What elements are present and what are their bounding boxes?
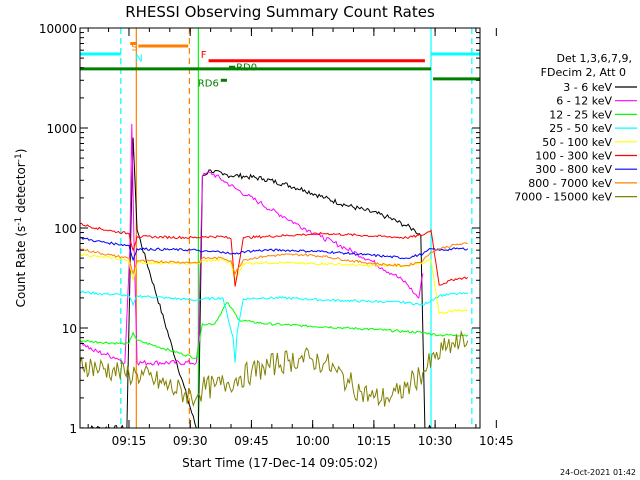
x-axis: 09:15 09:30 09:45 10:00 10:15 10:30 10:45	[87, 28, 514, 448]
x-tick-label: 09:15	[112, 434, 147, 448]
legend-entry-label: 800 - 7000 keV	[528, 177, 612, 190]
x-axis-label: Start Time (17-Dec-14 09:05:02)	[182, 456, 378, 470]
x-tick-label: 09:30	[173, 434, 208, 448]
legend-entry-label: 25 - 50 keV	[549, 122, 612, 135]
y-axis-label-part2: detector	[14, 162, 28, 217]
x-tick-label: 09:45	[234, 434, 269, 448]
series-line	[80, 330, 469, 408]
status-flag-label: RD0	[236, 62, 257, 73]
status-flag-label: S	[131, 42, 137, 53]
y-tick-label: 100	[54, 222, 77, 236]
y-tick-label: 10000	[39, 22, 77, 36]
y-tick-label: 1	[69, 422, 77, 436]
legend-entry-label: 6 - 12 keV	[556, 95, 612, 108]
chart-title: RHESSI Observing Summary Count Rates	[125, 3, 435, 21]
y-tick-label: 10	[62, 322, 77, 336]
legend-entry-label: 7000 - 15000 keV	[514, 191, 612, 204]
legend-header-line1: Det 1,3,6,7,9,	[556, 52, 632, 65]
y-axis-label: Count Rate (s-1 detector-1)	[14, 149, 28, 308]
legend-header-line2: FDecim 2, Att 0	[541, 66, 626, 79]
status-flag-bars: SN F RD0 RD6	[80, 41, 480, 89]
x-tick-label: 10:45	[479, 434, 514, 448]
x-tick-label: 10:00	[295, 434, 330, 448]
status-flag-label: N	[135, 53, 142, 64]
footer-timestamp: 24-Oct-2021 01:42	[560, 468, 636, 477]
series-line	[80, 236, 469, 262]
x-tick-label: 10:15	[357, 434, 392, 448]
series-line	[80, 242, 468, 276]
series-line	[80, 290, 469, 363]
legend-entry-label: 300 - 800 keV	[535, 163, 612, 176]
legend-entry-label: 50 - 100 keV	[542, 136, 612, 149]
x-tick-label: 10:30	[418, 434, 453, 448]
y-axis-label-sup2: -1	[14, 153, 24, 162]
legend: Det 1,3,6,7,9, FDecim 2, Att 0 3 - 6 keV…	[514, 52, 637, 204]
legend-entry-label: 12 - 25 keV	[549, 108, 612, 121]
series-line	[80, 222, 469, 287]
series-line	[80, 137, 432, 428]
legend-entry-label: 3 - 6 keV	[563, 81, 612, 94]
y-tick-label: 1000	[46, 122, 77, 136]
series-line	[80, 123, 424, 367]
legend-entry-label: 100 - 300 keV	[535, 150, 612, 163]
status-flag-label: RD6	[198, 78, 219, 89]
data-series	[80, 123, 469, 428]
status-flag-label: F	[201, 50, 207, 61]
y-axis-label-part1: Count Rate (s	[14, 226, 28, 308]
y-axis: 1 10 100 1000 10000	[39, 22, 480, 436]
series-line	[80, 301, 469, 359]
y-axis-label-sup1: -1	[14, 217, 24, 226]
y-axis-label-part3: )	[14, 149, 28, 154]
